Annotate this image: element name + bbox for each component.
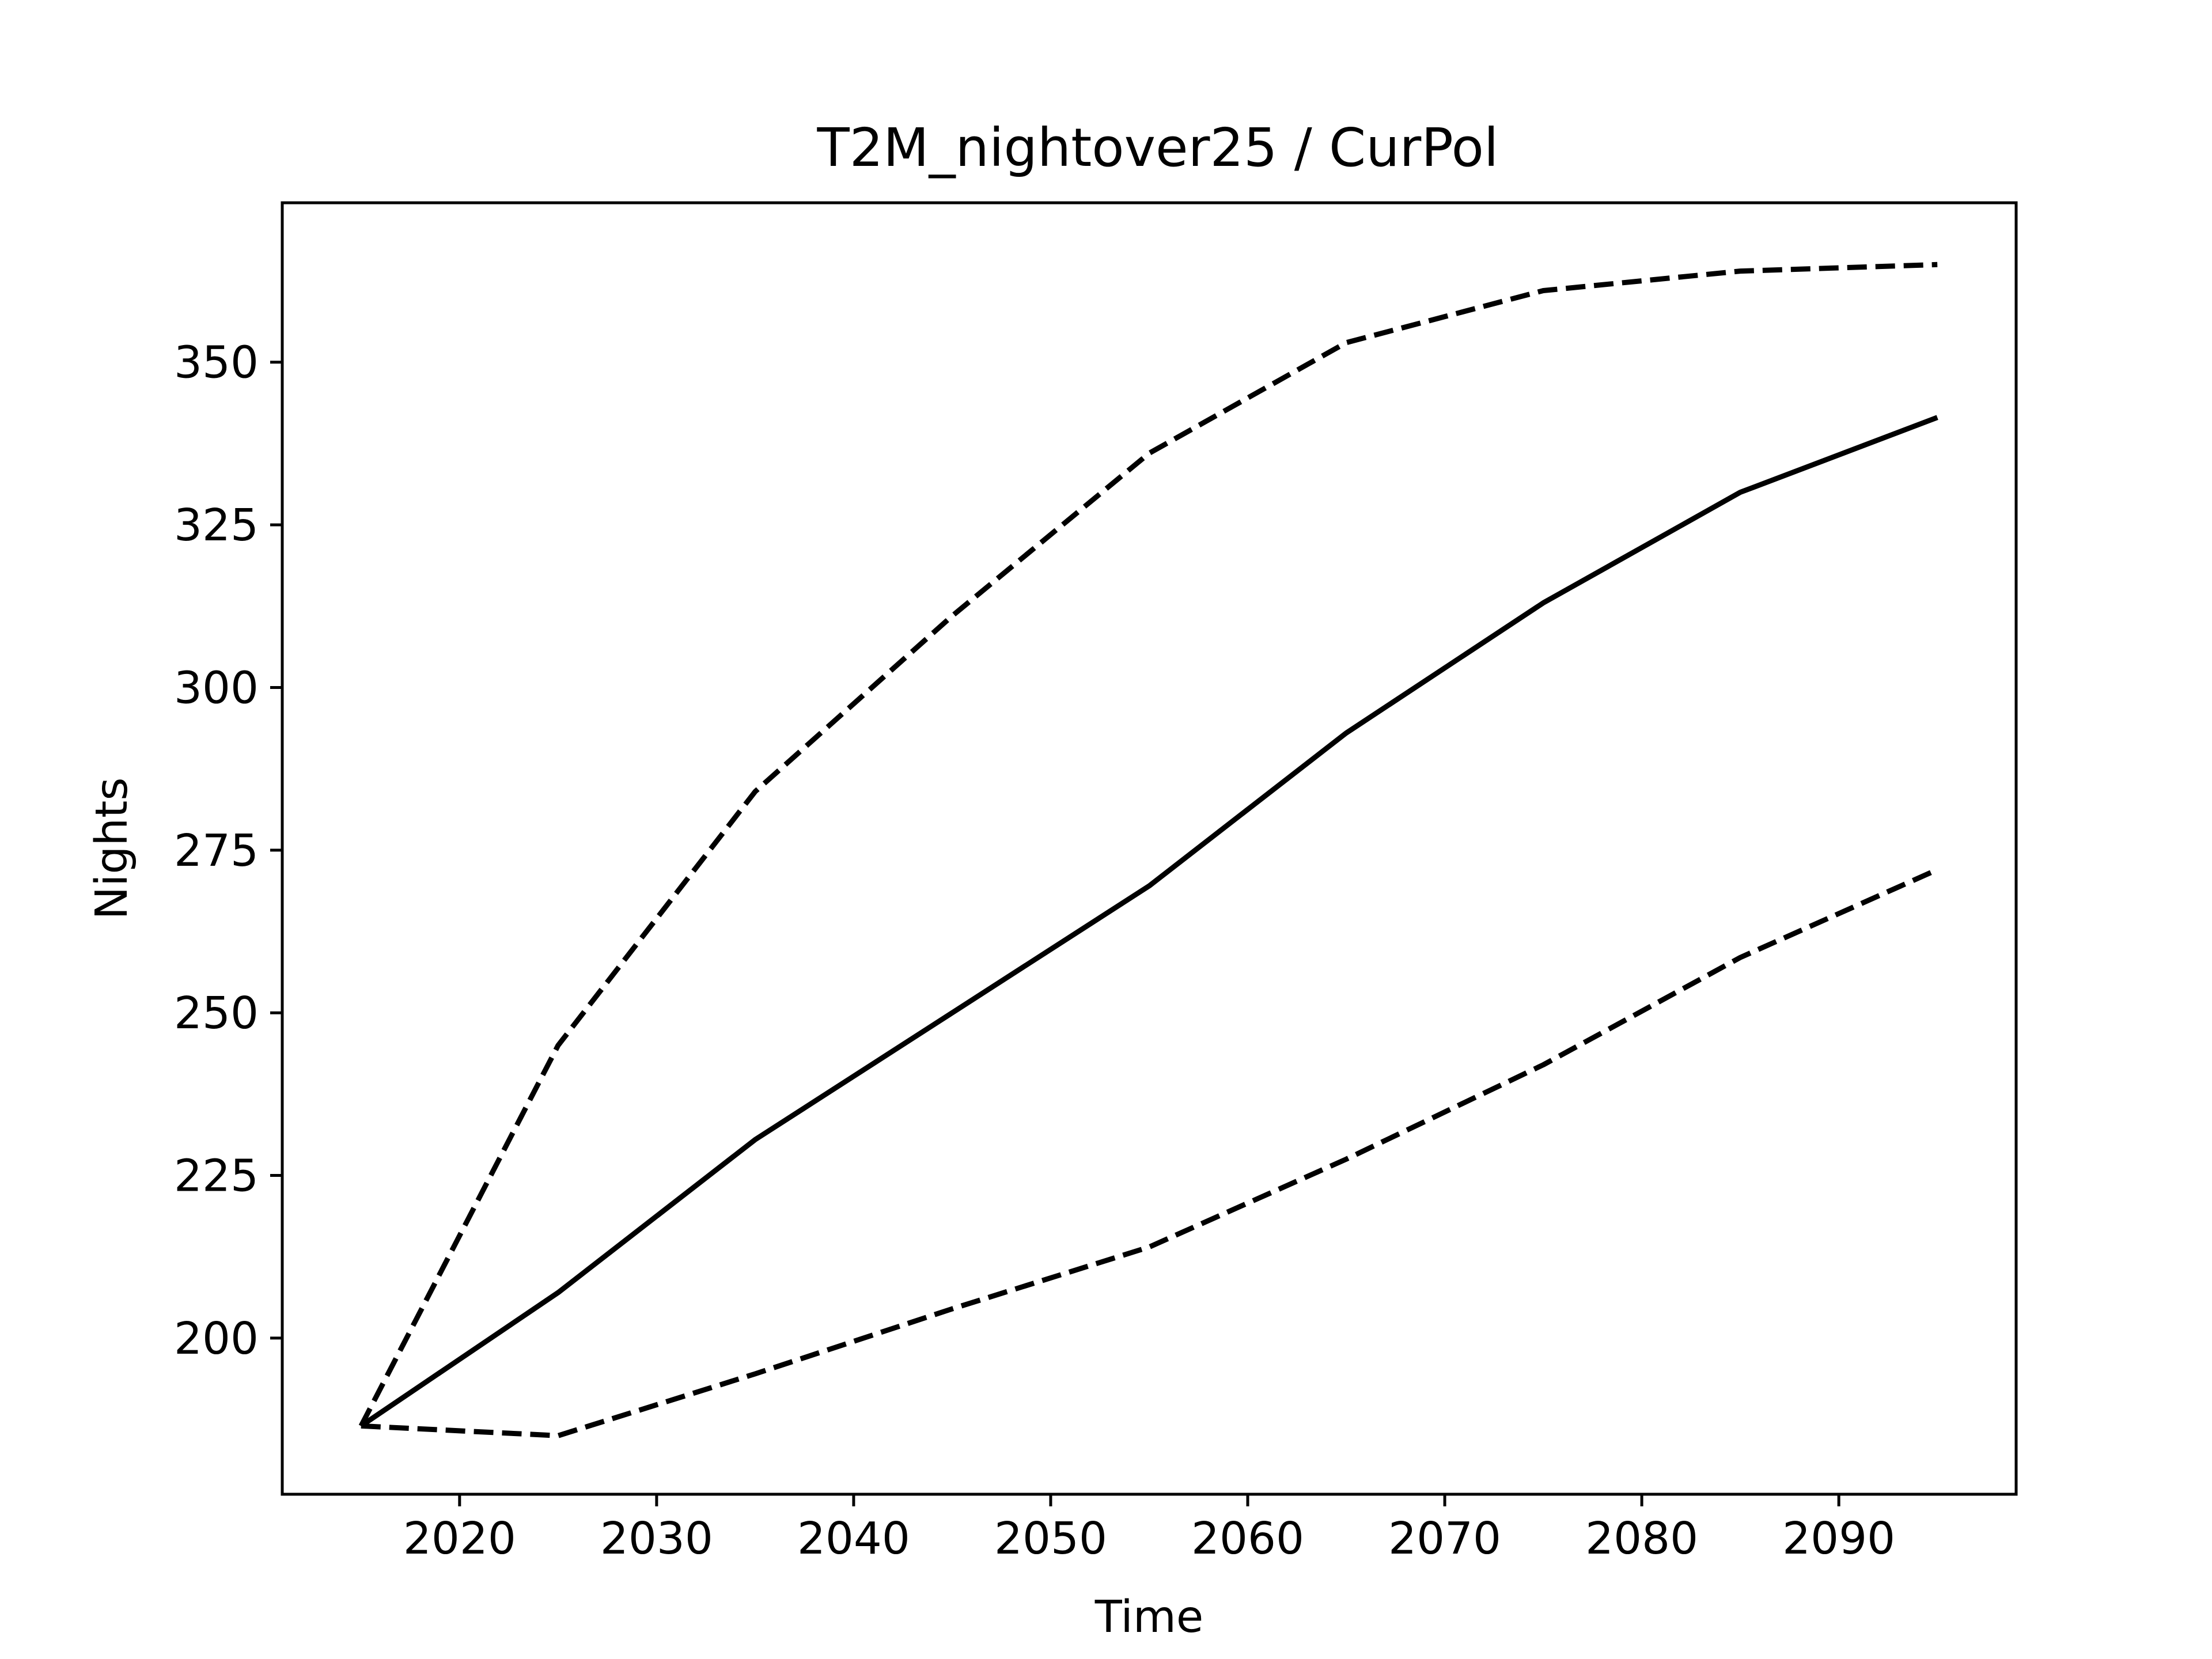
x-tick-label: 2020 — [403, 1513, 516, 1565]
x-tick-label: 2070 — [1388, 1513, 1501, 1565]
x-axis: 2020 2030 2040 2050 2060 2070 2080 2090 — [403, 1494, 1895, 1565]
x-tick-label: 2030 — [600, 1513, 713, 1565]
y-axis: 200 225 250 275 300 325 350 — [174, 338, 282, 1365]
x-tick-label: 2060 — [1191, 1513, 1304, 1565]
series-line-2 — [359, 415, 1938, 1429]
series-line-3 — [361, 867, 1939, 1438]
plot-frame — [281, 201, 2018, 1496]
y-tick-label: 325 — [174, 500, 259, 551]
x-tick-label: 2080 — [1585, 1513, 1698, 1565]
x-tick-label: 2050 — [994, 1513, 1107, 1565]
series-line-1 — [358, 262, 1938, 1427]
y-tick-label: 275 — [174, 825, 259, 877]
x-tick-label: 2040 — [797, 1513, 910, 1565]
x-tick-label: 2090 — [1782, 1513, 1895, 1565]
y-axis-label: Nights — [86, 778, 138, 920]
y-tick-label: 250 — [174, 988, 259, 1039]
y-tick-label: 200 — [174, 1313, 259, 1365]
y-tick-label: 300 — [174, 662, 259, 714]
plot-area — [358, 262, 1939, 1438]
y-tick-label: 225 — [174, 1151, 259, 1202]
y-tick-label: 350 — [174, 338, 259, 389]
x-axis-label: Time — [1094, 1592, 1203, 1643]
chart-title: T2M_nightover25 / CurPol — [817, 117, 1499, 179]
